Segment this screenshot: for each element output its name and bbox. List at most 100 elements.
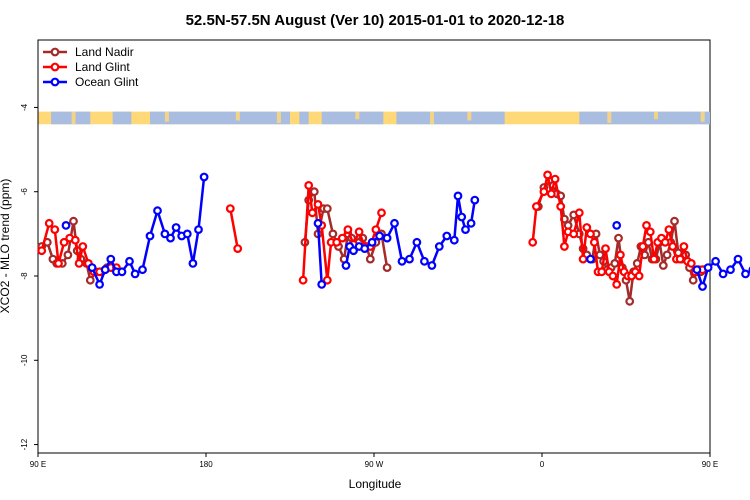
- data-point: [733, 254, 743, 264]
- data-point: [532, 202, 541, 211]
- x-axis-label: Longitude: [349, 477, 402, 491]
- map-ocean-region: [299, 111, 309, 125]
- data-point: [199, 172, 209, 182]
- data-point: [304, 180, 314, 190]
- data-point: [397, 256, 407, 266]
- data-point: [470, 195, 480, 205]
- data-point: [63, 250, 73, 260]
- data-point: [560, 242, 569, 251]
- x-tick-label: 0: [540, 460, 545, 469]
- map-land-speck: [164, 111, 169, 122]
- data-point: [100, 265, 110, 275]
- map-land-speck: [71, 111, 76, 125]
- data-point: [125, 256, 134, 266]
- data-point: [145, 231, 155, 241]
- data-point: [322, 204, 332, 214]
- data-point: [608, 271, 618, 281]
- data-point: [546, 189, 556, 199]
- data-point: [69, 216, 78, 226]
- data-point: [442, 231, 452, 241]
- data-point: [726, 265, 735, 275]
- data-point: [298, 275, 308, 285]
- data-point: [449, 235, 459, 245]
- x-tick-label: 90 E: [702, 460, 718, 469]
- data-point: [675, 254, 685, 264]
- data-point: [225, 204, 235, 214]
- data-point: [703, 263, 713, 273]
- legend-label: Ocean Glint: [75, 75, 139, 89]
- legend-marker: [50, 77, 60, 87]
- data-point: [642, 220, 651, 230]
- x-tick-label: 90 E: [30, 460, 46, 469]
- data-point: [233, 244, 243, 254]
- data-point: [614, 233, 623, 243]
- data-point: [153, 206, 162, 216]
- map-ocean-region: [579, 111, 710, 125]
- x-tick-label: 180: [199, 460, 213, 469]
- legend-label: Land Glint: [75, 60, 130, 74]
- data-point: [341, 261, 351, 270]
- data-point: [87, 263, 97, 273]
- legend-label: Land Nadir: [75, 45, 134, 59]
- data-point: [182, 229, 192, 239]
- series-line: [229, 208, 239, 249]
- data-point: [37, 246, 47, 256]
- data-point: [457, 212, 467, 222]
- data-point: [371, 225, 381, 235]
- data-point: [382, 233, 392, 243]
- y-tick-label: -12: [20, 438, 29, 450]
- data-point: [59, 237, 69, 247]
- map-land-speck: [607, 111, 612, 124]
- data-point: [313, 218, 323, 228]
- data-point: [543, 170, 552, 180]
- data-point: [597, 267, 607, 277]
- data-point: [670, 216, 679, 226]
- data-point: [332, 237, 342, 247]
- y-axis: -4 -6 -8 -10 -12: [20, 103, 38, 450]
- data-point: [349, 246, 358, 256]
- data-point: [74, 259, 84, 268]
- data-point: [569, 229, 579, 239]
- map-land-speck: [654, 111, 658, 120]
- data-point: [337, 233, 347, 243]
- data-point: [658, 261, 668, 270]
- data-point: [317, 280, 327, 289]
- data-point: [612, 280, 622, 289]
- data-point: [586, 254, 595, 264]
- map-ocean-region: [51, 111, 91, 125]
- world-map-strip: [38, 111, 710, 125]
- data-point: [375, 231, 385, 241]
- map-land-speck: [467, 111, 472, 121]
- chart-title: 52.5N-57.5N August (Ver 10) 2015-01-01 t…: [186, 12, 565, 29]
- data-point: [616, 250, 625, 260]
- data-point: [741, 269, 750, 279]
- data-point: [390, 218, 399, 228]
- data-point: [679, 242, 689, 251]
- data-point: [106, 254, 116, 264]
- data-point: [328, 229, 338, 239]
- series-line: [316, 223, 323, 285]
- y-tick-label: -10: [20, 354, 29, 366]
- data-point: [625, 296, 635, 306]
- data-point: [95, 280, 104, 289]
- data-point: [50, 225, 60, 235]
- data-point: [194, 225, 203, 235]
- data-point: [574, 208, 584, 218]
- data-point: [130, 269, 140, 279]
- data-point: [166, 233, 175, 243]
- data-point: [686, 259, 696, 268]
- data-point: [668, 242, 678, 251]
- series-layer: [37, 170, 750, 306]
- data-point: [692, 265, 702, 275]
- data-point: [85, 275, 95, 285]
- map-land-speck: [355, 111, 360, 120]
- data-point: [453, 191, 463, 201]
- data-point: [322, 275, 332, 285]
- map-ocean-region: [150, 111, 290, 125]
- y-tick-label: -4: [20, 103, 29, 111]
- data-point: [309, 187, 319, 197]
- data-point: [688, 275, 698, 285]
- data-point: [660, 237, 670, 247]
